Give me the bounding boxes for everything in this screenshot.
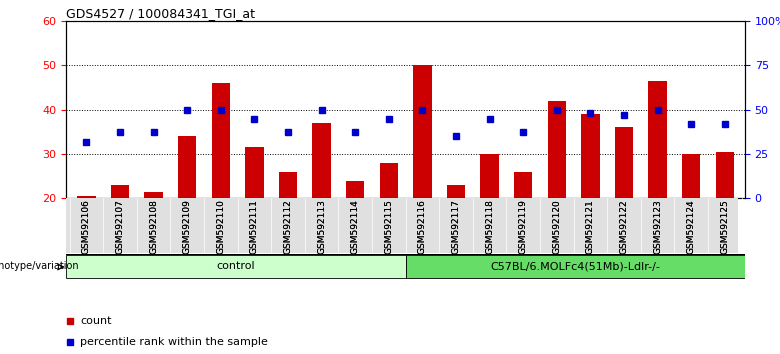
Text: GSM592107: GSM592107: [115, 199, 125, 254]
Text: GSM592106: GSM592106: [82, 199, 91, 254]
Text: GSM592106: GSM592106: [82, 199, 91, 254]
Text: GSM592123: GSM592123: [653, 199, 662, 254]
Bar: [111, 185, 129, 198]
Text: GSM592114: GSM592114: [351, 199, 360, 254]
Text: GSM592111: GSM592111: [250, 199, 259, 254]
Text: GSM592114: GSM592114: [351, 199, 360, 254]
Bar: [548, 101, 566, 198]
Bar: [312, 123, 331, 198]
Text: GSM592125: GSM592125: [720, 199, 729, 254]
Bar: [278, 172, 297, 198]
Bar: [211, 83, 230, 198]
Text: GSM592121: GSM592121: [586, 199, 595, 254]
Text: genotype/variation: genotype/variation: [0, 261, 80, 271]
Text: count: count: [80, 315, 112, 326]
Bar: [447, 185, 465, 198]
Bar: [77, 196, 96, 198]
Text: GSM592125: GSM592125: [720, 199, 729, 254]
Bar: [480, 154, 499, 198]
Bar: [581, 114, 600, 198]
Text: percentile rank within the sample: percentile rank within the sample: [80, 337, 268, 347]
Bar: [245, 147, 264, 198]
Text: GSM592121: GSM592121: [586, 199, 595, 254]
Text: GSM592112: GSM592112: [283, 199, 292, 254]
Bar: [413, 65, 431, 198]
Text: GSM592117: GSM592117: [452, 199, 460, 254]
Bar: [715, 152, 734, 198]
Bar: [682, 154, 700, 198]
Text: GSM592118: GSM592118: [485, 199, 494, 254]
Bar: [615, 127, 633, 198]
Bar: [648, 81, 667, 198]
Text: GSM592111: GSM592111: [250, 199, 259, 254]
Bar: [144, 192, 163, 198]
FancyBboxPatch shape: [66, 256, 406, 278]
Text: GSM592110: GSM592110: [216, 199, 225, 254]
Text: GSM592108: GSM592108: [149, 199, 158, 254]
FancyBboxPatch shape: [406, 256, 745, 278]
Text: GSM592112: GSM592112: [283, 199, 292, 254]
Bar: [514, 172, 533, 198]
Bar: [346, 181, 364, 198]
Text: GSM592120: GSM592120: [552, 199, 562, 254]
Bar: [380, 163, 398, 198]
Text: GSM592116: GSM592116: [418, 199, 427, 254]
Text: control: control: [217, 261, 255, 272]
Text: GSM592116: GSM592116: [418, 199, 427, 254]
Text: GSM592117: GSM592117: [452, 199, 460, 254]
Text: GSM592110: GSM592110: [216, 199, 225, 254]
Text: GSM592124: GSM592124: [686, 199, 696, 254]
Text: GSM592119: GSM592119: [519, 199, 528, 254]
FancyBboxPatch shape: [66, 198, 738, 253]
Text: GSM592120: GSM592120: [552, 199, 562, 254]
Text: GSM592124: GSM592124: [686, 199, 696, 254]
Text: GSM592108: GSM592108: [149, 199, 158, 254]
Text: GSM592115: GSM592115: [385, 199, 393, 254]
Text: GSM592118: GSM592118: [485, 199, 494, 254]
Bar: [178, 136, 197, 198]
Text: GSM592107: GSM592107: [115, 199, 125, 254]
Text: C57BL/6.MOLFc4(51Mb)-Ldlr-/-: C57BL/6.MOLFc4(51Mb)-Ldlr-/-: [491, 261, 660, 272]
Text: GSM592109: GSM592109: [183, 199, 192, 254]
Text: GSM592115: GSM592115: [385, 199, 393, 254]
Text: GSM592113: GSM592113: [317, 199, 326, 254]
Text: GSM592122: GSM592122: [619, 199, 629, 254]
Text: GSM592119: GSM592119: [519, 199, 528, 254]
Text: GSM592122: GSM592122: [619, 199, 629, 254]
Text: GSM592113: GSM592113: [317, 199, 326, 254]
Text: GSM592109: GSM592109: [183, 199, 192, 254]
Text: GDS4527 / 100084341_TGI_at: GDS4527 / 100084341_TGI_at: [66, 7, 255, 20]
Text: GSM592123: GSM592123: [653, 199, 662, 254]
